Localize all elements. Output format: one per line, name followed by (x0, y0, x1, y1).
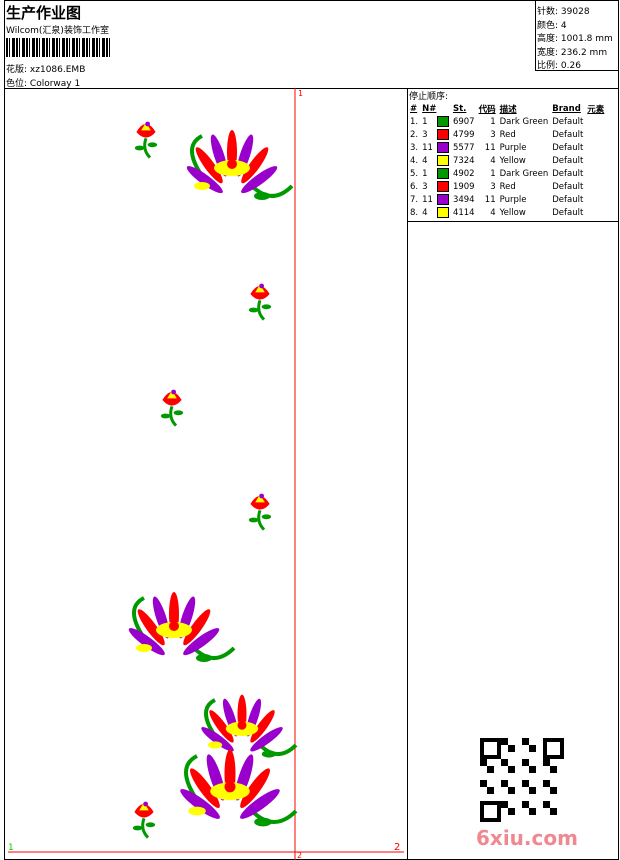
barcode (6, 38, 111, 57)
stop-sequence-table: # N# St. 代码 描述 Brand 元素 1. 1 6907 1 Dark Green Defau… (408, 102, 606, 219)
color-swatch (436, 194, 449, 205)
column-header: 元素 (587, 104, 605, 115)
stop-sequence-title: 停止顺序: (409, 92, 449, 102)
marker-right: 2 (394, 842, 400, 853)
table-row: 6. 3 1909 3 Red Default (410, 181, 584, 192)
column-header: 描述 (499, 104, 517, 115)
color-swatch (436, 129, 449, 140)
info-row: 宽度: 236.2 mm (537, 47, 608, 58)
table-row: 7. 11 3494 11 Purple Default (410, 194, 584, 205)
marker-bottom: 2 (297, 851, 302, 860)
color-swatch (436, 207, 449, 218)
stop-sequence-box (407, 88, 619, 222)
info-row: 比例: 0.26 (537, 61, 581, 71)
info-row: 针数: 39028 (537, 7, 590, 17)
company-name: Wilcom(汇泉)装饰工作室 (6, 26, 109, 36)
table-row: 4. 4 7324 4 Yellow Default (410, 155, 584, 166)
column-header: # (410, 103, 418, 114)
page-title: 生产作业图 (6, 4, 82, 22)
design-file: 花版: xz1086.EMB (6, 65, 86, 75)
color-swatch (436, 142, 449, 153)
marker-left: 1 (8, 843, 14, 853)
color-swatch (436, 168, 449, 179)
embroidery-design: 1 1 2 2 (8, 88, 404, 860)
marker-top: 1 (298, 89, 303, 98)
color-swatch (436, 116, 449, 127)
column-header: Brand (552, 103, 581, 114)
table-row: 1. 1 6907 1 Dark Green Default (410, 116, 584, 127)
table-row: 8. 4 4114 4 Yellow Default (410, 207, 584, 218)
qr-code (480, 738, 564, 822)
color-swatch (436, 155, 449, 166)
info-row: 高度: 1001.8 mm (537, 34, 613, 44)
info-box (535, 0, 619, 71)
watermark-logo: 6xiu.com (476, 826, 578, 850)
table-row: 5. 1 4902 1 Dark Green Default (410, 168, 584, 179)
colorway: 色位: Colorway 1 (6, 79, 81, 89)
table-row: 2. 3 4799 3 Red Default (410, 129, 584, 140)
color-swatch (436, 181, 449, 192)
info-row: 颜色: 4 (537, 20, 567, 31)
column-header: St. (452, 103, 467, 114)
column-header: N# (422, 103, 437, 114)
column-header: 代码 (478, 104, 496, 115)
table-row: 3. 11 5577 11 Purple Default (410, 142, 584, 153)
